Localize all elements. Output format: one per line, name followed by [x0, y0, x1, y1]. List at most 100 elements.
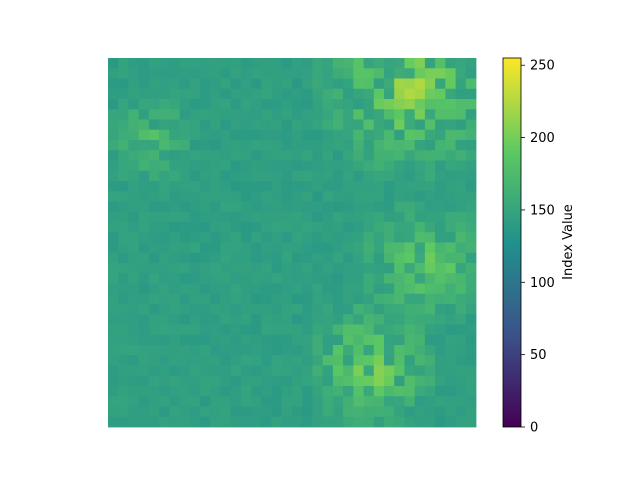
heatmap-cell — [271, 252, 283, 264]
heatmap-cell — [322, 375, 334, 387]
heatmap-cell — [343, 386, 354, 397]
heatmap-cell — [118, 119, 129, 131]
heatmap-cell — [169, 68, 180, 79]
heatmap-cell — [108, 181, 119, 192]
heatmap-cell — [353, 406, 364, 418]
heatmap-cell — [159, 150, 170, 161]
heatmap-cell — [465, 68, 477, 79]
heatmap-cell — [322, 181, 334, 192]
heatmap-cell — [128, 283, 140, 295]
heatmap-cell — [169, 293, 180, 305]
heatmap-cell — [292, 283, 303, 295]
heatmap-cell — [179, 406, 191, 418]
heatmap-cell — [138, 324, 150, 336]
heatmap-cell — [271, 242, 283, 254]
heatmap-cell — [148, 252, 160, 264]
heatmap-cell — [230, 416, 242, 428]
heatmap-cell — [445, 232, 456, 243]
heatmap-cell — [251, 160, 262, 172]
heatmap-cell — [394, 365, 405, 377]
heatmap-cell — [404, 211, 416, 223]
heatmap-cell — [302, 396, 313, 407]
heatmap-cell — [445, 304, 456, 315]
heatmap-cell — [189, 201, 201, 213]
heatmap-cell — [118, 396, 129, 407]
heatmap-cell — [465, 191, 477, 202]
heatmap-cell — [455, 283, 467, 295]
heatmap-cell — [271, 416, 283, 428]
heatmap-cell — [292, 119, 303, 131]
heatmap-cell — [292, 263, 303, 274]
heatmap-cell — [404, 68, 416, 79]
heatmap-cell — [148, 129, 160, 141]
heatmap-cell — [332, 293, 344, 305]
heatmap-cell — [455, 252, 467, 264]
heatmap-cell — [281, 334, 293, 346]
heatmap-cell — [200, 88, 211, 100]
colorbar-tick-label: 0 — [530, 421, 538, 436]
heatmap-cell — [312, 78, 324, 90]
heatmap-cell — [292, 406, 303, 418]
heatmap-cell — [435, 232, 446, 243]
heatmap-cell — [414, 191, 426, 202]
heatmap-cell — [465, 314, 477, 325]
heatmap-cell — [108, 232, 119, 243]
heatmap-cell — [435, 273, 446, 284]
heatmap-cell — [384, 150, 395, 161]
heatmap-cell — [414, 222, 426, 233]
heatmap-cell — [445, 129, 456, 141]
heatmap-cell — [414, 324, 426, 336]
heatmap-cell — [322, 78, 334, 90]
heatmap-cell — [424, 396, 436, 407]
heatmap-cell — [200, 58, 211, 69]
heatmap-cell — [118, 293, 129, 305]
heatmap-cell — [200, 68, 211, 79]
heatmap-cell — [302, 150, 313, 161]
heatmap-cell — [363, 324, 375, 336]
heatmap-cell — [445, 58, 456, 69]
heatmap-cell — [220, 68, 232, 79]
heatmap-cell — [465, 150, 477, 161]
heatmap-cell — [179, 386, 191, 397]
heatmap-cell — [404, 304, 416, 315]
heatmap-cell — [220, 314, 232, 325]
heatmap-cell — [322, 129, 334, 141]
heatmap-cell — [404, 160, 416, 172]
heatmap-cell — [281, 119, 293, 131]
heatmap-cell — [373, 375, 385, 387]
heatmap-cell — [189, 293, 201, 305]
heatmap-cell — [373, 150, 385, 161]
heatmap-cell — [465, 334, 477, 346]
heatmap-cell — [179, 129, 191, 141]
heatmap-cell — [261, 273, 272, 284]
heatmap-cell — [455, 211, 467, 223]
heatmap-cell — [424, 355, 436, 366]
heatmap-cell — [332, 140, 344, 151]
heatmap-cell — [261, 365, 272, 377]
heatmap-cell — [210, 170, 221, 182]
heatmap-cell — [281, 68, 293, 79]
heatmap-cell — [189, 396, 201, 407]
heatmap-cell — [261, 304, 272, 315]
heatmap-cell — [424, 119, 436, 131]
heatmap-cell — [210, 140, 221, 151]
heatmap-cell — [148, 232, 160, 243]
heatmap-cell — [210, 406, 221, 418]
heatmap-cell — [118, 140, 129, 151]
heatmap-cell — [363, 242, 375, 254]
heatmap-cell — [148, 99, 160, 110]
heatmap-cell — [414, 375, 426, 387]
heatmap-cell — [332, 109, 344, 120]
heatmap-cell — [261, 181, 272, 192]
heatmap-cell — [128, 160, 140, 172]
heatmap-cell — [404, 232, 416, 243]
heatmap-cell — [108, 365, 119, 377]
heatmap-cell — [240, 222, 252, 233]
heatmap-cell — [189, 283, 201, 295]
heatmap-cell — [465, 293, 477, 305]
heatmap-cell — [179, 191, 191, 202]
heatmap-cell — [384, 365, 395, 377]
heatmap-cell — [312, 242, 324, 254]
heatmap-cell — [394, 140, 405, 151]
colorbar-tick-label: 250 — [530, 59, 555, 74]
